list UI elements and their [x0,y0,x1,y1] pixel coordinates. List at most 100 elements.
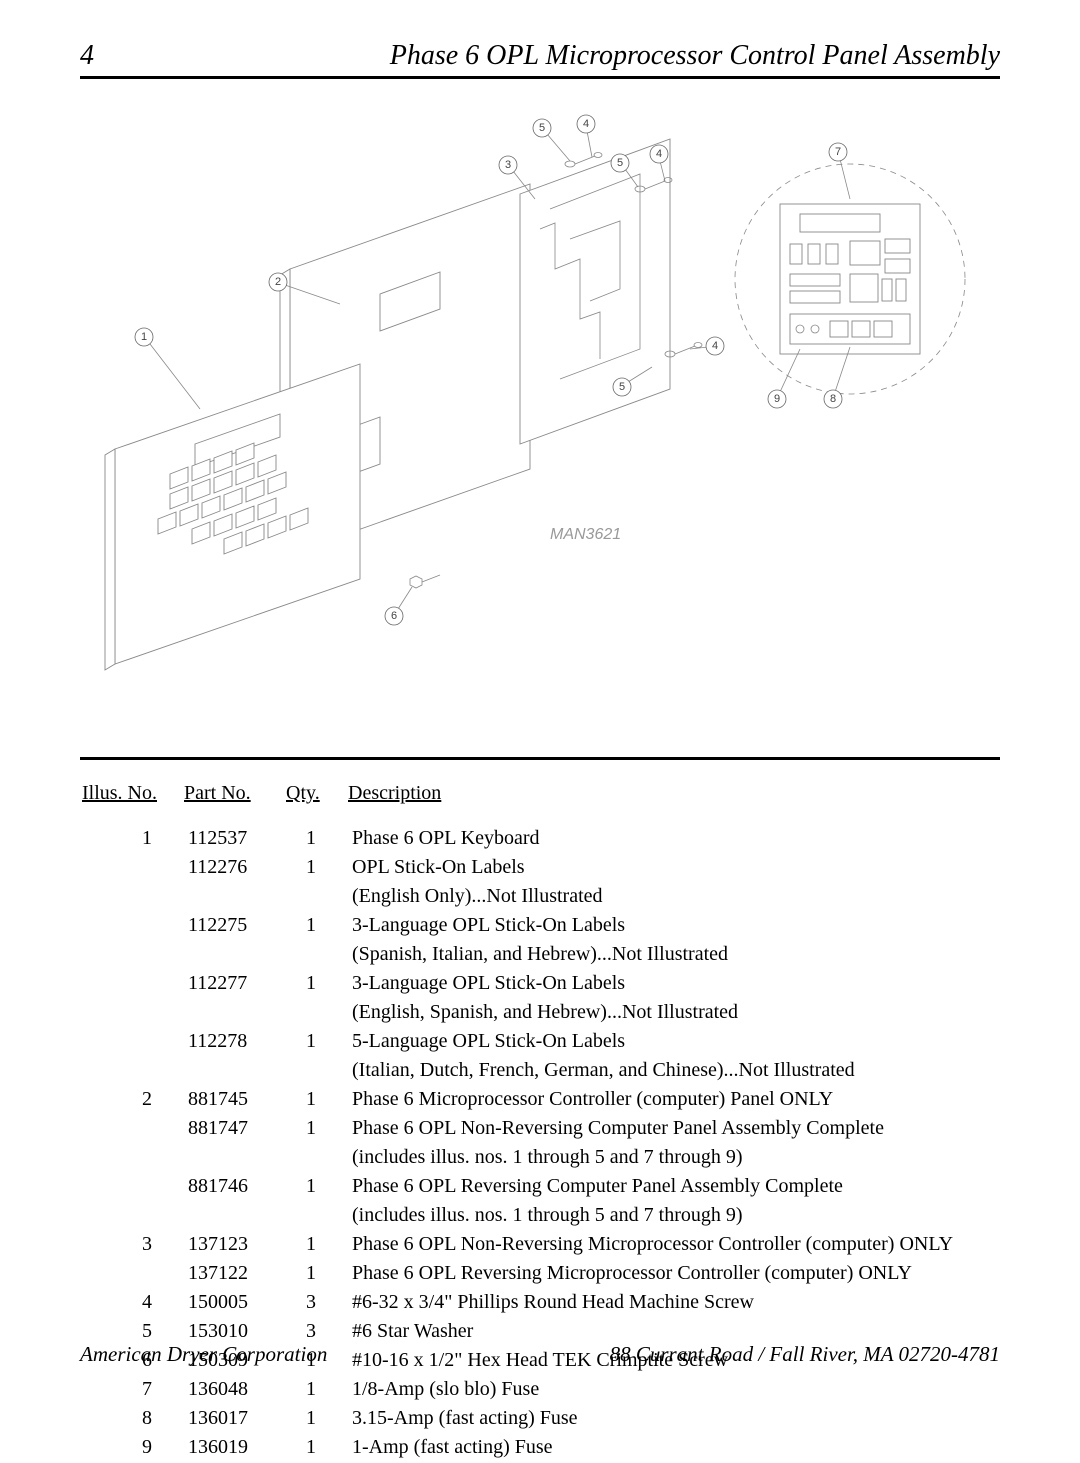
cell-illus: 9 [82,1434,182,1461]
cell-qty: 1 [286,1086,346,1113]
cell-part [184,883,284,910]
cell-illus: 5 [82,1318,182,1345]
cell-qty: 1 [286,1115,346,1142]
cell-illus: 2 [82,1086,182,1113]
cell-part: 136048 [184,1376,284,1403]
cell-qty: 1 [286,1260,346,1287]
cell-illus [82,1115,182,1142]
cell-desc: #6 Star Washer [348,1318,998,1345]
cell-part: 112278 [184,1028,284,1055]
cell-part: 150005 [184,1289,284,1316]
cell-part: 136019 [184,1434,284,1461]
callout-3: 3 [505,159,511,171]
table-row: 31371231Phase 6 OPL Non-Reversing Microp… [82,1231,998,1258]
cell-qty: 1 [286,970,346,997]
cell-desc: (Spanish, Italian, and Hebrew)...Not Ill… [348,941,998,968]
callout-5b: 5 [617,157,623,169]
callout-9: 9 [774,393,780,405]
cell-illus [82,1260,182,1287]
callout-7: 7 [835,146,841,158]
cell-qty: 3 [286,1289,346,1316]
table-row: 11227713-Language OPL Stick-On Labels [82,970,998,997]
cell-part: 881745 [184,1086,284,1113]
table-row: 913601911-Amp (fast acting) Fuse [82,1434,998,1461]
cell-illus [82,854,182,881]
cell-qty [286,1144,346,1171]
cell-illus [82,1028,182,1055]
cell-desc: 5-Language OPL Stick-On Labels [348,1028,998,1055]
cell-qty: 1 [286,1434,346,1461]
footer-company: American Dryer Corporation [80,1342,327,1367]
cell-part: 136017 [184,1405,284,1432]
table-row: (English, Spanish, and Hebrew)...Not Ill… [82,999,998,1026]
page-footer: American Dryer Corporation 88 Currant Ro… [80,1342,1000,1367]
cell-desc: Phase 6 OPL Non-Reversing Computer Panel… [348,1115,998,1142]
table-row: 11227513-Language OPL Stick-On Labels [82,912,998,939]
cell-illus [82,1144,182,1171]
table-row: 8817461Phase 6 OPL Reversing Computer Pa… [82,1173,998,1200]
cell-illus [82,883,182,910]
table-row: 713604811/8-Amp (slo blo) Fuse [82,1376,998,1403]
cell-illus: 7 [82,1376,182,1403]
callout-1: 1 [141,331,147,343]
cell-illus [82,912,182,939]
cell-desc: (English, Spanish, and Hebrew)...Not Ill… [348,999,998,1026]
cell-qty [286,883,346,910]
cell-qty: 3 [286,1318,346,1345]
cell-qty [286,941,346,968]
cell-part: 153010 [184,1318,284,1345]
header-illus: Illus. No. [82,780,182,823]
table-row: 28817451Phase 6 Microprocessor Controlle… [82,1086,998,1113]
cell-illus [82,1173,182,1200]
cell-desc: 1/8-Amp (slo blo) Fuse [348,1376,998,1403]
callout-2: 2 [275,276,281,288]
cell-desc: #6-32 x 3/4" Phillips Round Head Machine… [348,1289,998,1316]
footer-address: 88 Currant Road / Fall River, MA 02720-4… [610,1342,1000,1367]
diagram-svg: 1 2 3 4 5 4 5 4 5 6 [80,109,1000,729]
cell-part: 112276 [184,854,284,881]
cell-illus: 1 [82,825,182,852]
cell-qty: 1 [286,1173,346,1200]
cell-part: 881747 [184,1115,284,1142]
cell-qty: 1 [286,1376,346,1403]
cell-desc: (English Only)...Not Illustrated [348,883,998,910]
cell-desc: Phase 6 OPL Keyboard [348,825,998,852]
cell-desc: 3-Language OPL Stick-On Labels [348,970,998,997]
cell-desc: Phase 6 OPL Reversing Microprocessor Con… [348,1260,998,1287]
table-row: (includes illus. nos. 1 through 5 and 7 … [82,1144,998,1171]
cell-desc: OPL Stick-On Labels [348,854,998,881]
cell-part [184,941,284,968]
page-header: 4 Phase 6 OPL Microprocessor Control Pan… [80,40,1000,79]
cell-desc: 3-Language OPL Stick-On Labels [348,912,998,939]
callout-8: 8 [830,393,836,405]
cell-qty: 1 [286,1028,346,1055]
cell-desc: 1-Amp (fast acting) Fuse [348,1434,998,1461]
cell-illus [82,1057,182,1084]
cell-qty: 1 [286,854,346,881]
table-row: (English Only)...Not Illustrated [82,883,998,910]
page-title: Phase 6 OPL Microprocessor Control Panel… [390,40,1000,72]
table-row: (includes illus. nos. 1 through 5 and 7 … [82,1202,998,1229]
cell-part [184,999,284,1026]
table-row: (Spanish, Italian, and Hebrew)...Not Ill… [82,941,998,968]
table-header-row: Illus. No. Part No. Qty. Description [82,780,998,823]
cell-illus [82,1202,182,1229]
cell-qty: 1 [286,825,346,852]
cell-part [184,1144,284,1171]
cell-illus: 3 [82,1231,182,1258]
cell-part: 112275 [184,912,284,939]
cell-part [184,1057,284,1084]
callout-6: 6 [391,610,397,622]
callout-4c: 4 [712,340,718,352]
page-number: 4 [80,40,94,72]
cell-illus [82,999,182,1026]
table-row: 11227815-Language OPL Stick-On Labels [82,1028,998,1055]
cell-illus [82,941,182,968]
cell-part: 137123 [184,1231,284,1258]
cell-illus: 4 [82,1289,182,1316]
header-desc: Description [348,780,998,823]
cell-desc: (Italian, Dutch, French, German, and Chi… [348,1057,998,1084]
table-row: 51530103#6 Star Washer [82,1318,998,1345]
table-row: 8817471Phase 6 OPL Non-Reversing Compute… [82,1115,998,1142]
cell-desc: Phase 6 OPL Non-Reversing Microprocessor… [348,1231,998,1258]
